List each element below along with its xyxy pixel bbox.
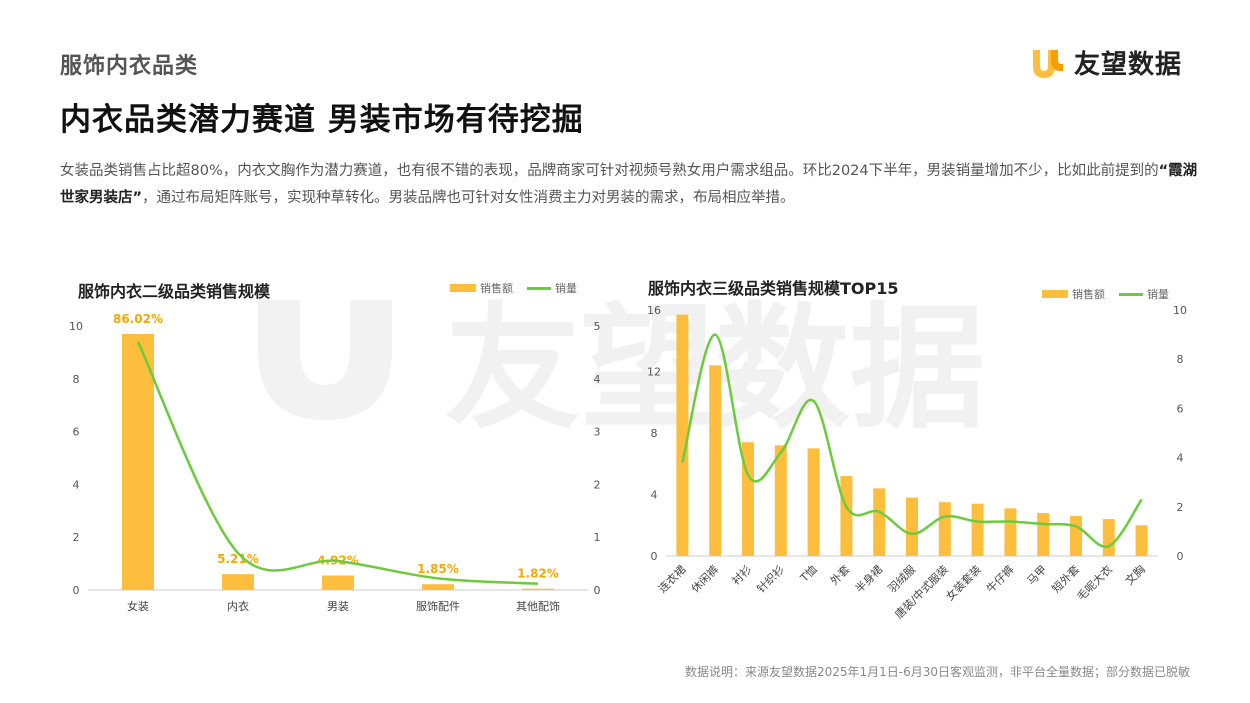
- chart2-legend-volume: 销量: [1147, 288, 1169, 301]
- legend-line-swatch: [1119, 292, 1143, 296]
- y-left-tick-label: 8: [651, 427, 658, 440]
- description-highlight: “霞湖世家男装店”: [60, 163, 1198, 206]
- x-tick-label: 连衣裙: [655, 562, 688, 595]
- chart1-title: 服饰内衣二级品类销售规模: [78, 282, 271, 301]
- bar: [906, 497, 918, 556]
- y-right-tick-label: 6: [1177, 402, 1184, 415]
- description: 女装品类销售占比超80%，内衣文胸作为潜力赛道，也有很不错的表现，品牌商家可针对…: [60, 158, 1200, 212]
- x-tick-label: 外套: [828, 563, 853, 588]
- bar: [774, 445, 787, 556]
- y-right-tick-label: 0: [1177, 550, 1184, 563]
- x-tick-label: 其他配饰: [516, 599, 560, 613]
- bar: [222, 574, 254, 590]
- bar: [1037, 512, 1050, 556]
- y-left-tick-label: 10: [69, 320, 83, 333]
- y-right-tick-label: 8: [1177, 353, 1184, 366]
- x-tick-label: T恤: [797, 563, 819, 585]
- y-left-tick-label: 16: [647, 304, 661, 317]
- bar: [522, 588, 554, 590]
- y-right-tick-label: 4: [594, 373, 601, 386]
- bar: [322, 575, 354, 590]
- x-tick-label: 男装: [327, 600, 349, 613]
- bar: [1004, 508, 1017, 556]
- page-title: 内衣品类潜力赛道 男装市场有待挖掘: [60, 102, 584, 138]
- chart2-legend: 销售额 销量: [1042, 286, 1169, 302]
- description-text: 女装品类销售占比超80%，内衣文胸作为潜力赛道，也有很不错的表现，品牌商家可针对…: [60, 163, 1159, 179]
- brand-logo-icon: [1033, 49, 1063, 78]
- bar: [938, 502, 951, 556]
- bar: [122, 333, 154, 590]
- x-tick-label: 马甲: [1025, 563, 1050, 588]
- x-tick-label: 牛仔裤: [983, 562, 1016, 595]
- chart2-title: 服饰内衣三级品类销售规模TOP15: [648, 279, 899, 298]
- bar: [422, 584, 454, 590]
- chart1-legend: 销售额 销量: [450, 280, 577, 296]
- chart2-legend-sales: 销售额: [1072, 288, 1105, 301]
- y-right-tick-label: 3: [594, 426, 601, 439]
- footer-note: 数据说明：来源友望数据2025年1月1日-6月30日客观监测，非平台全量数据；部…: [684, 665, 1190, 679]
- x-tick-label: 服饰配件: [416, 599, 460, 613]
- bar-data-label: 1.85%: [417, 562, 459, 576]
- bar: [807, 448, 820, 556]
- bar: [971, 503, 984, 556]
- y-left-tick-label: 4: [73, 478, 80, 491]
- y-left-tick-label: 0: [651, 550, 658, 563]
- legend-line-swatch: [527, 286, 551, 290]
- x-tick-label: 内衣: [227, 599, 249, 613]
- series-line: [681, 333, 1143, 548]
- bar: [709, 365, 722, 556]
- y-right-tick-label: 5: [594, 320, 601, 333]
- chart1-legend-sales: 销售额: [480, 282, 513, 295]
- bar-data-label: 1.82%: [517, 567, 559, 581]
- y-left-tick-label: 4: [651, 489, 658, 502]
- x-tick-label: 女装: [127, 599, 149, 613]
- bar: [1102, 519, 1115, 556]
- description-text-end: ，通过布局矩阵账号，实现种草转化。男装品牌也可针对女性消费主力对男装的需求，布局…: [142, 190, 795, 206]
- x-tick-label: 休闲裤: [688, 562, 721, 595]
- y-left-tick-label: 8: [73, 373, 80, 386]
- bar: [873, 488, 886, 556]
- y-left-tick-label: 12: [647, 366, 661, 379]
- series-line: [136, 341, 539, 585]
- bar: [676, 314, 689, 556]
- y-right-tick-label: 1: [594, 531, 601, 544]
- y-right-tick-label: 2: [594, 478, 601, 491]
- x-tick-label: 半身裙: [852, 562, 885, 595]
- legend-bar-swatch: [450, 284, 476, 292]
- brand-name: 友望数据: [1074, 50, 1183, 80]
- x-tick-label: 女装套装: [943, 562, 984, 603]
- x-tick-label: 文胸: [1122, 562, 1147, 587]
- x-tick-label: 针织衫: [754, 562, 787, 595]
- y-right-tick-label: 0: [594, 584, 601, 597]
- x-tick-label: 衬衫: [729, 563, 754, 588]
- bar: [1070, 516, 1082, 556]
- bar: [840, 476, 853, 556]
- brand-logo: 友望数据: [1030, 44, 1182, 81]
- x-tick-label: 毛呢大衣: [1074, 562, 1115, 603]
- y-right-tick-label: 2: [1177, 501, 1184, 514]
- y-left-tick-label: 6: [73, 426, 80, 439]
- section-tag: 服饰内衣品类: [60, 54, 199, 79]
- y-left-tick-label: 0: [73, 584, 80, 597]
- y-right-tick-label: 4: [1177, 452, 1184, 465]
- y-left-tick-label: 2: [73, 531, 80, 544]
- y-right-tick-label: 10: [1173, 304, 1187, 317]
- bar: [1135, 525, 1148, 556]
- bar-data-label: 86.02%: [113, 312, 163, 326]
- legend-bar-swatch: [1042, 290, 1068, 298]
- chart1-legend-volume: 销量: [555, 282, 577, 295]
